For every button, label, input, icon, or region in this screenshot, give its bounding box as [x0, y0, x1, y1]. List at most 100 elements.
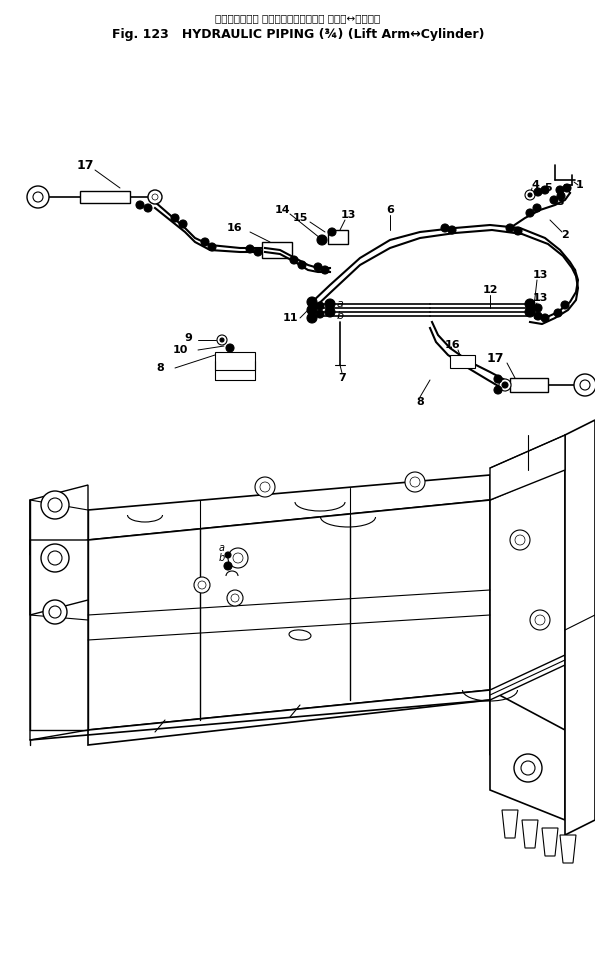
- Circle shape: [27, 186, 49, 208]
- Polygon shape: [490, 655, 565, 700]
- Text: 17: 17: [486, 352, 504, 364]
- Circle shape: [530, 610, 550, 630]
- Text: 4: 4: [531, 180, 539, 190]
- Text: 11: 11: [282, 313, 298, 323]
- Polygon shape: [88, 500, 490, 730]
- Polygon shape: [565, 420, 595, 835]
- Circle shape: [514, 754, 542, 782]
- Circle shape: [317, 235, 327, 245]
- Circle shape: [194, 577, 210, 593]
- Circle shape: [171, 214, 179, 222]
- Polygon shape: [490, 690, 565, 820]
- Circle shape: [510, 530, 530, 550]
- Text: 2: 2: [561, 230, 569, 240]
- Circle shape: [220, 338, 224, 342]
- Text: b: b: [336, 311, 343, 321]
- Circle shape: [557, 192, 565, 200]
- Circle shape: [298, 261, 306, 269]
- Polygon shape: [522, 820, 538, 848]
- Circle shape: [148, 190, 162, 204]
- Circle shape: [290, 256, 298, 264]
- Polygon shape: [560, 835, 576, 863]
- Polygon shape: [262, 242, 292, 258]
- Polygon shape: [490, 468, 565, 755]
- Circle shape: [307, 305, 317, 315]
- Circle shape: [528, 193, 532, 197]
- Circle shape: [48, 551, 62, 565]
- Circle shape: [43, 600, 67, 624]
- Circle shape: [231, 594, 239, 602]
- Polygon shape: [510, 378, 548, 392]
- Text: 16: 16: [227, 223, 243, 233]
- Text: a: a: [219, 543, 225, 553]
- Circle shape: [494, 375, 502, 383]
- Circle shape: [41, 491, 69, 519]
- Circle shape: [494, 386, 502, 394]
- Polygon shape: [80, 191, 130, 203]
- Text: 13: 13: [340, 210, 356, 220]
- Polygon shape: [542, 828, 558, 856]
- Circle shape: [321, 266, 329, 274]
- Text: 10: 10: [173, 345, 187, 355]
- Polygon shape: [30, 485, 88, 555]
- Circle shape: [136, 201, 144, 209]
- Circle shape: [521, 761, 535, 775]
- Circle shape: [448, 226, 456, 234]
- Circle shape: [179, 220, 187, 228]
- Circle shape: [49, 606, 61, 618]
- Circle shape: [316, 302, 324, 310]
- Circle shape: [525, 190, 535, 200]
- Circle shape: [550, 196, 558, 204]
- Circle shape: [325, 299, 335, 309]
- Polygon shape: [88, 690, 490, 745]
- Polygon shape: [30, 500, 88, 740]
- Circle shape: [233, 553, 243, 563]
- Circle shape: [410, 477, 420, 487]
- Circle shape: [534, 312, 542, 320]
- Text: 3: 3: [556, 197, 564, 207]
- Circle shape: [226, 344, 234, 352]
- Text: 7: 7: [338, 373, 346, 383]
- Text: 9: 9: [184, 333, 192, 343]
- Circle shape: [33, 192, 43, 202]
- Circle shape: [525, 307, 535, 317]
- Circle shape: [260, 482, 270, 492]
- Circle shape: [514, 227, 522, 235]
- Text: 17: 17: [76, 159, 94, 171]
- Circle shape: [254, 248, 262, 256]
- Polygon shape: [215, 352, 255, 370]
- Circle shape: [441, 224, 449, 232]
- Text: Fig. 123   HYDRAULIC PIPING (¾) (Lift Arm↔Cylinder): Fig. 123 HYDRAULIC PIPING (¾) (Lift Arm↔…: [112, 28, 484, 40]
- Circle shape: [502, 382, 508, 388]
- Circle shape: [534, 304, 542, 312]
- Circle shape: [526, 209, 534, 217]
- Circle shape: [225, 552, 231, 558]
- Polygon shape: [490, 435, 565, 500]
- Text: 6: 6: [386, 205, 394, 215]
- Text: 1: 1: [576, 180, 584, 190]
- Circle shape: [314, 263, 322, 271]
- Text: 12: 12: [483, 285, 498, 295]
- Circle shape: [499, 379, 511, 391]
- Circle shape: [144, 204, 152, 212]
- Circle shape: [227, 590, 243, 606]
- Circle shape: [307, 297, 317, 307]
- Circle shape: [561, 301, 569, 309]
- Text: a: a: [337, 299, 343, 309]
- Circle shape: [563, 184, 571, 192]
- Text: 14: 14: [274, 205, 290, 215]
- Text: 13: 13: [533, 293, 547, 303]
- Text: 16: 16: [444, 340, 460, 350]
- Circle shape: [208, 243, 216, 251]
- Circle shape: [217, 335, 227, 345]
- Circle shape: [255, 477, 275, 497]
- Text: 15: 15: [292, 213, 308, 223]
- Circle shape: [554, 309, 562, 317]
- Circle shape: [541, 186, 549, 194]
- Circle shape: [541, 314, 549, 322]
- Circle shape: [574, 374, 595, 396]
- Circle shape: [533, 204, 541, 212]
- Text: 8: 8: [416, 397, 424, 407]
- Circle shape: [316, 310, 324, 318]
- Circle shape: [198, 581, 206, 589]
